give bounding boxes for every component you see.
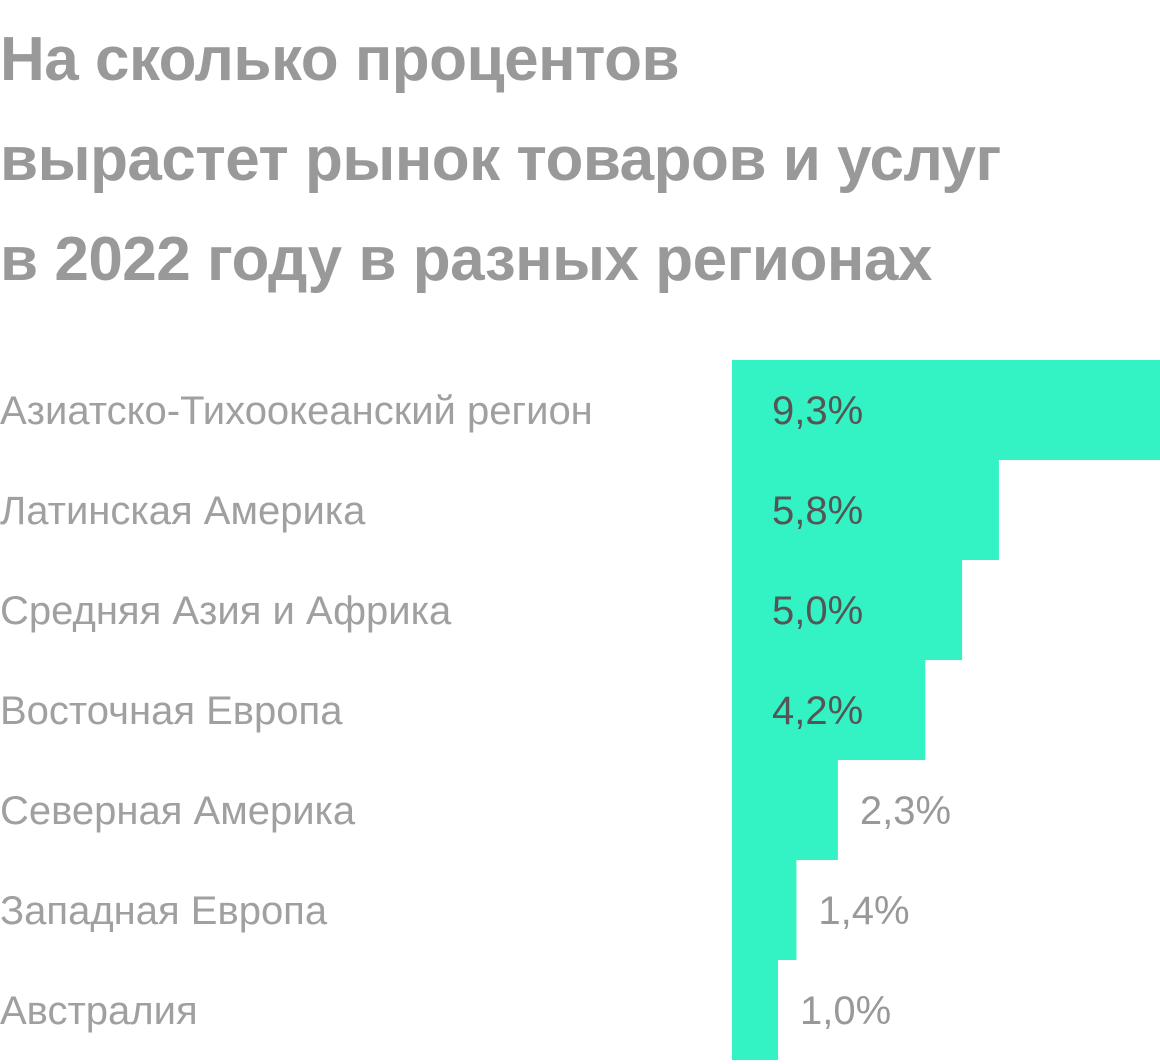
data-label: 2,3% (860, 789, 951, 833)
data-label: 1,4% (818, 889, 909, 933)
category-label: Латинская Америка (0, 489, 366, 533)
bar (732, 460, 999, 560)
data-label: 1,0% (800, 989, 891, 1033)
data-label: 4,2% (772, 689, 863, 733)
category-label: Средняя Азия и Африка (0, 589, 452, 633)
category-label: Австралия (0, 989, 198, 1033)
chart-title-line: На сколько процентов (0, 25, 680, 94)
chart-title-line: в 2022 году в разных регионах (0, 225, 932, 294)
data-label: 5,8% (772, 489, 863, 533)
bar (732, 760, 838, 860)
category-label: Восточная Европа (0, 689, 343, 733)
bar (732, 860, 797, 960)
data-label: 5,0% (772, 589, 863, 633)
chart-title-line: вырастет рынок товаров и услуг (0, 125, 1001, 194)
bar (732, 960, 779, 1060)
bar (732, 560, 963, 660)
category-label: Северная Америка (0, 789, 356, 833)
data-label: 9,3% (772, 389, 863, 433)
bar (732, 660, 926, 760)
category-label: Западная Европа (0, 889, 328, 933)
bar (732, 360, 1160, 460)
chart-title: На сколько процентов вырастет рынок това… (0, 10, 1160, 310)
category-label: Азиатско-Тихоокеанский регион (0, 389, 593, 433)
